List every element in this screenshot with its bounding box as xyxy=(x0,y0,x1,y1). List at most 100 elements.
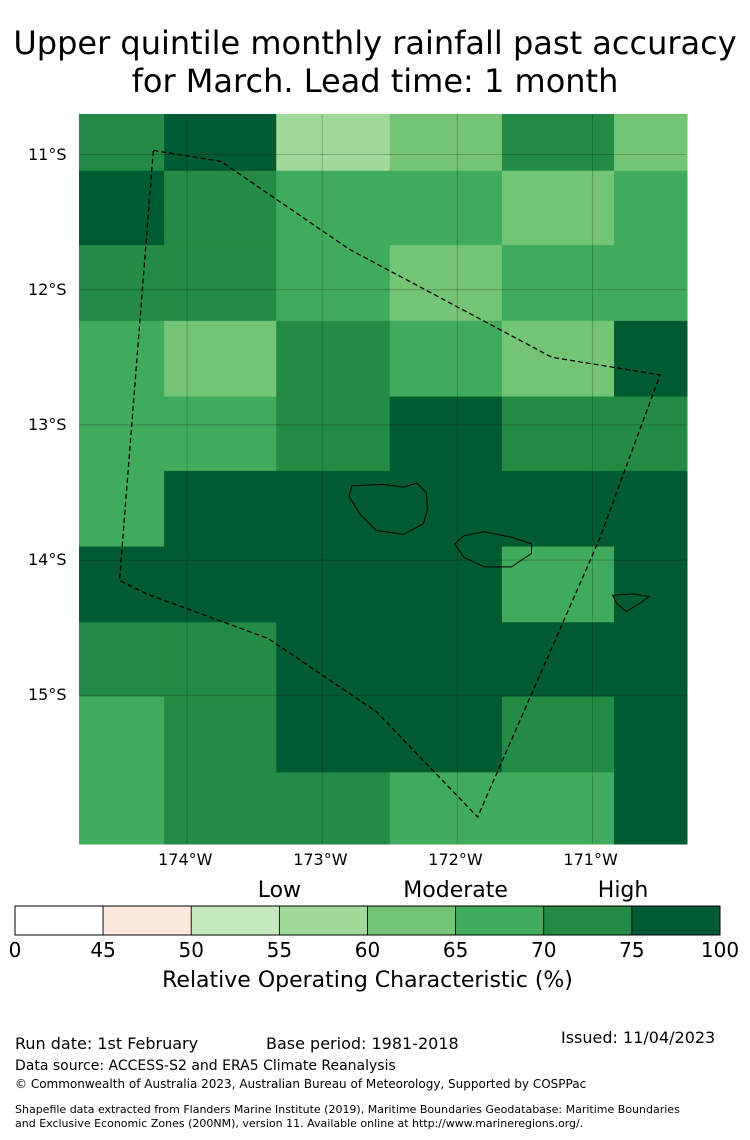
latitude-label: 11°S xyxy=(28,144,67,164)
grid-cell xyxy=(389,170,503,246)
colorbar-tick-label: 65 xyxy=(442,938,469,962)
grid-cell xyxy=(389,696,503,773)
latitude-label: 15°S xyxy=(28,685,67,705)
eez-boundary xyxy=(118,149,661,819)
grid-cell xyxy=(276,170,391,246)
grid-cell xyxy=(501,170,615,246)
grid-cell xyxy=(276,546,391,623)
colorbar-tick-label: 100 xyxy=(700,938,740,962)
map-title-line1: Upper quintile monthly rainfall past acc… xyxy=(13,24,737,62)
colorbar-tick-label: 50 xyxy=(178,938,204,962)
grid-cell xyxy=(79,245,165,322)
grid-cell xyxy=(79,320,165,398)
grid-cell xyxy=(389,396,503,472)
grid-cell xyxy=(614,772,688,845)
grid-cell xyxy=(389,772,503,845)
grid-cell xyxy=(276,622,391,698)
colorbar-category-label: Low xyxy=(257,878,302,903)
grid-cell xyxy=(614,245,688,322)
colorbar-tick-label: 45 xyxy=(90,938,116,962)
grid-cell xyxy=(389,622,503,698)
longitude-label: 174°W xyxy=(158,850,213,869)
grid-cell xyxy=(79,696,165,773)
grid-cell xyxy=(79,470,165,548)
grid-cell xyxy=(614,170,688,246)
grid-cell xyxy=(389,320,503,398)
run-date: Run date: 1st February xyxy=(15,1034,199,1053)
grid-cell xyxy=(164,245,277,322)
grid-cell xyxy=(276,320,391,398)
grid-cell xyxy=(501,470,615,548)
shapefile-credit-2: and Exclusive Economic Zones (200NM), ve… xyxy=(15,1117,584,1130)
colorbar-bin xyxy=(367,905,457,936)
grid-cell xyxy=(389,470,503,548)
colorbar-bin xyxy=(455,905,545,936)
grid-cell xyxy=(164,696,277,773)
grid-cell xyxy=(501,772,615,845)
latitude-label: 12°S xyxy=(28,279,67,299)
colorbar-category-label: High xyxy=(597,878,649,903)
colorbar-tick-label: 0 xyxy=(8,938,22,962)
grid-cell xyxy=(614,320,688,398)
grid-cell xyxy=(501,696,615,773)
grid-cell xyxy=(164,114,277,172)
rainfall-accuracy-grid xyxy=(79,114,688,845)
grid-cell xyxy=(164,470,277,548)
grid-cell xyxy=(79,772,165,845)
grid-cell xyxy=(164,772,277,845)
islands xyxy=(348,482,651,613)
copyright: © Commonwealth of Australia 2023, Austra… xyxy=(15,1077,587,1091)
latitude-label: 13°S xyxy=(28,414,67,434)
colorbar-tick-label: 60 xyxy=(354,938,381,962)
grid-cell xyxy=(614,470,688,548)
base-period: Base period: 1981-2018 xyxy=(266,1034,459,1053)
grid-cell xyxy=(276,772,391,845)
colorbar-tick-label: 70 xyxy=(531,938,557,962)
colorbar-frame xyxy=(14,905,721,936)
grid-cell xyxy=(614,114,688,172)
grid-cell xyxy=(164,396,277,472)
grid-cell xyxy=(164,622,277,698)
longitude-label: 172°W xyxy=(428,850,483,869)
grid-cell xyxy=(614,396,688,472)
grid-cell xyxy=(501,396,615,472)
latitude-label: 14°S xyxy=(28,550,67,570)
grid-cell xyxy=(276,396,391,472)
colorbar-tick-label: 75 xyxy=(619,938,645,962)
grid-cell xyxy=(501,546,615,623)
island-outline xyxy=(611,593,651,613)
grid-cell xyxy=(79,114,165,172)
grid-cell xyxy=(79,396,165,472)
colorbar-label: Relative Operating Characteristic (%) xyxy=(162,968,573,993)
colorbar-bin xyxy=(631,905,721,936)
grid-cell xyxy=(276,245,391,322)
grid-cell xyxy=(389,245,503,322)
colorbar-bin xyxy=(102,905,192,936)
shapefile-credit-1: Shapefile data extracted from Flanders M… xyxy=(15,1103,680,1116)
grid-cell xyxy=(164,546,277,623)
colorbar-bin xyxy=(14,905,104,936)
colorbar-category-label: Moderate xyxy=(403,878,508,903)
data-source: Data source: ACCESS-S2 and ERA5 Climate … xyxy=(15,1058,396,1074)
grid-cell xyxy=(79,622,165,698)
grid-cell xyxy=(276,114,391,172)
grid-cell xyxy=(614,622,688,698)
grid-cell xyxy=(614,546,688,623)
grid-cell xyxy=(164,320,277,398)
grid-cell xyxy=(389,546,503,623)
grid-cell xyxy=(501,245,615,322)
colorbar-tick-label: 55 xyxy=(266,938,293,962)
grid-cell xyxy=(276,696,391,773)
island-outline xyxy=(348,482,429,535)
colorbar-bin xyxy=(190,905,280,936)
island-outline xyxy=(453,531,533,568)
colorbar-bin xyxy=(278,905,368,936)
grid-cell xyxy=(501,114,615,172)
longitude-label: 171°W xyxy=(563,850,618,869)
grid-cell xyxy=(276,470,391,548)
grid-cell xyxy=(389,114,503,172)
grid-cell xyxy=(164,170,277,246)
longitude-label: 173°W xyxy=(293,850,348,869)
map-title-line2: for March. Lead time: 1 month xyxy=(131,62,619,100)
